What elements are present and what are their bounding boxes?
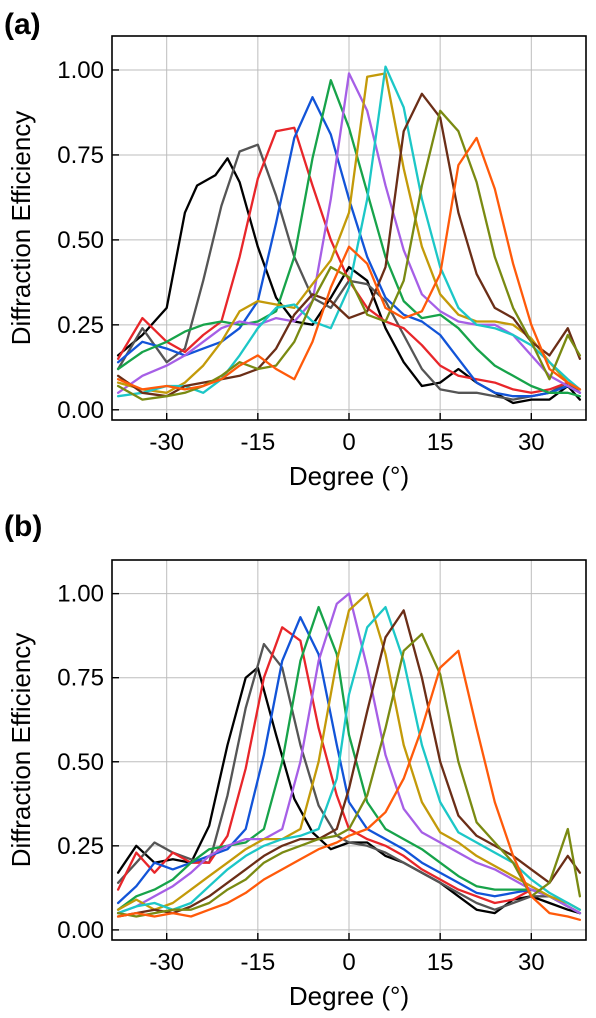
panel-label-b: (b)	[4, 510, 42, 543]
series-line-a-2	[116, 143, 582, 401]
series-line-b-9	[116, 609, 582, 918]
y-tick-label-a: 0.50	[57, 227, 104, 254]
x-tick-label-b: 0	[342, 949, 355, 976]
series-line-b-6	[116, 592, 582, 915]
x-axis-label-b: Degree (°)	[289, 981, 409, 1011]
x-tick-label-a: -30	[149, 429, 184, 456]
series-line-a-7	[116, 72, 582, 394]
series-line-b-10	[116, 632, 582, 918]
y-tick-label-a: 1.00	[57, 57, 104, 84]
series-line-b-5	[116, 605, 582, 915]
y-tick-label-b: 0.50	[57, 749, 104, 776]
x-tick-label-b: 15	[427, 949, 454, 976]
y-axis-label-a: Diffraction Efficiency	[6, 111, 36, 346]
x-tick-label-b: -30	[149, 949, 184, 976]
series-line-a-9	[116, 92, 582, 398]
series-line-a-8	[116, 65, 582, 398]
y-axis-label-b: Diffraction Efficiency	[6, 633, 36, 868]
x-tick-label-b: 30	[518, 949, 545, 976]
y-tick-label-b: 0.75	[57, 665, 104, 692]
y-tick-label-b: 0.00	[57, 917, 104, 944]
y-tick-label-a: 0.25	[57, 312, 104, 339]
y-tick-label-a: 0.00	[57, 397, 104, 424]
series-line-b-11	[116, 649, 582, 921]
y-tick-label-a: 0.75	[57, 142, 104, 169]
series-line-a-4	[116, 96, 582, 398]
series-line-a-5	[116, 79, 582, 398]
panel-a: (a) -30 -15 0 15 30 0.00 0.25 0.50 0.75 1.00 Degr…	[4, 8, 587, 491]
series-line-b-8	[116, 605, 582, 915]
panel-label-a: (a)	[4, 8, 41, 41]
panel-b: (b) -30 -15 0 15 30 0.00 0.25 0.50 0.75 1.00 Degr…	[4, 510, 587, 1011]
x-tick-label-a: 30	[518, 429, 545, 456]
x-tick-label-a: 15	[427, 429, 454, 456]
x-tick-label-a: -15	[241, 429, 276, 456]
y-tick-label-b: 1.00	[57, 581, 104, 608]
x-axis-label-a: Degree (°)	[289, 461, 409, 491]
y-tick-label-b: 0.25	[57, 833, 104, 860]
x-tick-label-a: 0	[342, 429, 355, 456]
series-line-b-7	[116, 592, 582, 911]
series-line-a-11	[116, 136, 582, 391]
x-tick-label-b: -15	[241, 949, 276, 976]
series-line-b-4	[116, 616, 582, 915]
